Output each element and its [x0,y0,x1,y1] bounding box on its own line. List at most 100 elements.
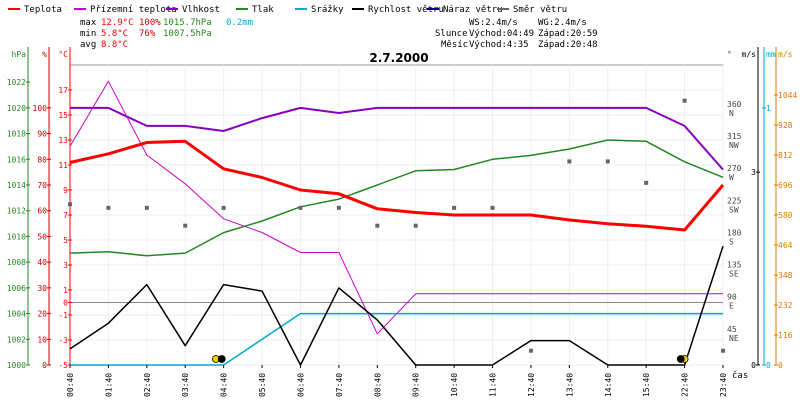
direction-deg-3: 135 [727,261,742,270]
sun-moon-block: WS:2.4m/s WG:2.4m/s Slunce Východ:04:49 … [435,18,598,50]
direction-point-3 [183,223,188,228]
x-tick-label-13: 13:40 [565,373,574,397]
pressure-tick-label-1: 1002 [7,335,26,344]
temperature-tick-label-2: -1 [58,311,68,320]
gust-tick-label-1: 116 [778,331,793,340]
series-press [69,139,724,257]
direction-point-14 [644,180,649,185]
temperature-tick-label-4: 1 [63,286,68,295]
direction-point-10 [490,205,495,210]
temperature-tick-label-6: 5 [63,236,68,245]
direction-compass-3: SE [729,270,739,279]
legend-label-2: Vlhkost [182,5,220,15]
direction-compass-7: NW [729,141,739,150]
sunset-time: Západ:20:59 [538,29,598,39]
gust-tick-label-0: 0 [778,361,783,370]
pressure-tick-label-5: 1010 [7,232,26,241]
x-tick-label-3: 03:40 [181,373,190,397]
moonrise-time: Východ:4:35 [469,40,529,50]
x-tick-label-12: 12:40 [527,373,536,397]
humidity-tick-label-10: 100 [33,104,48,113]
pressure-tick-label-11: 1022 [7,78,26,87]
gust-tick-label-3: 348 [778,271,793,280]
stats-avg-temp: 8.8°C [101,40,128,50]
humidity-tick-label-5: 50 [37,232,47,241]
direction-deg-5: 225 [727,196,742,205]
legend-label-5: Rychlost větru [368,5,444,15]
x-tick-label-16: 22:40 [681,373,690,397]
x-axis: 00:40 01:40 02:40 03:40 04:40 05:40 06:40 07:40… [66,365,728,397]
axes: hPa1000100210041006100810101012101410161… [7,47,797,370]
stats-max-temp: 12.9°C [101,18,134,28]
direction-point-0 [68,202,72,207]
sun-label: Slunce [435,29,468,39]
series-rain [70,312,723,366]
stats-block: max 12.9°C 100% 1015.7hPa 0.2mm min 5.8°… [80,18,253,50]
wind-tick-label-1: 3 [751,168,756,177]
legend-label-1: Přízemní teplota [90,5,177,15]
temperature-tick-label-12: 17 [58,86,68,95]
temperature-tick-label-10: 13 [58,136,68,145]
temperature-tick-label-3: 0 [63,299,68,308]
temperature-tick-label-9: 11 [58,161,68,170]
direction-deg-4: 180 [727,228,742,237]
stats-avg-label: avg [80,40,96,50]
humidity-tick-label-4: 40 [37,258,47,267]
legend-label-4: Srážky [311,5,344,15]
stats-max-hum: 100% [139,18,161,28]
x-tick-label-15: 15:40 [642,373,651,397]
grid [69,64,724,366]
moonset-marker [676,355,685,363]
direction-deg-1: 45 [727,325,737,334]
stats-max-press: 1015.7hPa [163,18,212,28]
direction-point-9 [452,205,457,210]
stats-min-press: 1007.5hPa [163,29,212,39]
direction-point-1 [106,205,111,210]
gust-axis-unit: m/s [778,50,793,59]
series-ground [69,80,723,335]
pressure-tick-label-7: 1014 [7,181,26,190]
direction-compass-1: NE [729,334,739,343]
plot-area [68,80,725,366]
temperature-tick-label-5: 3 [63,261,68,270]
direction-point-11 [528,348,533,353]
x-tick-label-4: 04:40 [220,373,229,397]
direction-point-15 [682,98,687,103]
gust-tick-label-7: 812 [778,151,793,160]
temperature-axis-unit: °C [58,50,68,59]
direction-deg-8: 360 [727,100,742,109]
humidity-axis-unit: % [42,50,47,59]
direction-point-4 [221,205,226,210]
wind-gust-info: WG:2.4m/s [538,18,587,28]
humidity-tick-label-0: 0 [42,361,47,370]
pressure-tick-label-2: 1004 [7,310,26,319]
pressure-tick-label-8: 1016 [7,155,26,164]
gust-tick-label-6: 696 [778,181,793,190]
temperature-tick-label-0: -5 [58,361,68,370]
x-tick-label-7: 07:40 [335,373,344,397]
temperature-tick-label-7: 7 [63,211,68,220]
pressure-tick-label-3: 1006 [7,284,26,293]
x-tick-label-11: 11:40 [489,373,498,397]
direction-axis-unit: ° [727,50,732,59]
pressure-tick-label-10: 1020 [7,104,26,113]
pressure-tick-label-4: 1008 [7,258,26,267]
series-hum [70,106,724,171]
direction-compass-8: N [729,109,734,118]
rain-axis-unit: mm [766,50,776,59]
x-axis-label: čas [732,370,748,381]
pressure-tick-label-9: 1018 [7,130,26,139]
moon-label: Měsíc [441,40,468,50]
stats-max-rain: 0.2mm [226,18,253,28]
gust-tick-label-4: 464 [778,241,793,250]
legend-label-0: Teplota [24,5,62,15]
chart-title: 2.7.2000 [369,51,428,65]
gust-tick-label-9: 1044 [778,91,797,100]
direction-compass-2: E [729,302,734,311]
humidity-tick-label-1: 10 [37,335,47,344]
direction-compass-6: W [729,173,734,182]
x-tick-label-1: 01:40 [104,373,113,397]
direction-point-12 [567,159,572,164]
x-tick-label-9: 09:40 [412,373,421,397]
